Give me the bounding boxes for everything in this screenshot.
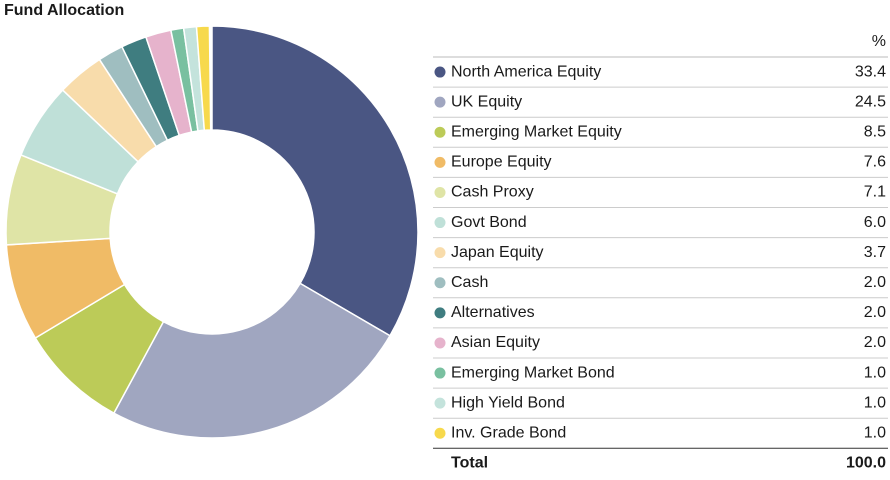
legend-swatch: [434, 277, 446, 289]
value-label: 6.0: [864, 214, 886, 231]
legend-label: Europe Equity: [451, 154, 552, 171]
legend-label: UK Equity: [451, 93, 522, 110]
legend-label: Emerging Market Equity: [451, 123, 622, 140]
legend-label: High Yield Bond: [451, 394, 565, 411]
legend-swatch: [434, 126, 446, 138]
chart-title: Fund Allocation: [4, 2, 124, 19]
value-label: 33.4: [855, 63, 886, 80]
legend-swatch: [434, 307, 446, 319]
donut-slice: [195, 25, 212, 132]
value-label: 3.7: [864, 244, 886, 261]
legend-label: Inv. Grade Bond: [451, 424, 566, 441]
legend-swatch: [434, 247, 446, 259]
donut-slice: [211, 25, 419, 337]
legend-swatch: [434, 337, 446, 349]
value-label: 1.0: [864, 394, 886, 411]
value-label: 2.0: [864, 304, 886, 321]
legend-label: Asian Equity: [451, 334, 540, 351]
legend-label: Emerging Market Bond: [451, 364, 615, 381]
value-header: %: [872, 33, 886, 50]
value-label: 7.1: [864, 184, 886, 201]
value-label: 2.0: [864, 274, 886, 291]
legend-swatch: [434, 367, 446, 379]
legend-label: Alternatives: [451, 304, 535, 321]
legend-label: North America Equity: [451, 63, 601, 80]
legend-swatch: [434, 156, 446, 168]
value-label: 2.0: [864, 334, 886, 351]
donut-slice: [112, 282, 391, 439]
total-label: Total: [451, 455, 488, 472]
value-label: 8.5: [864, 123, 886, 140]
legend-label: Cash Proxy: [451, 184, 534, 201]
legend-swatch: [434, 427, 446, 439]
value-label: 24.5: [855, 93, 886, 110]
legend-label: Govt Bond: [451, 214, 527, 231]
value-label: 1.0: [864, 424, 886, 441]
legend-swatch: [434, 66, 446, 78]
legend-label: Japan Equity: [451, 244, 544, 261]
value-label: 1.0: [864, 364, 886, 381]
legend-swatch: [434, 186, 446, 198]
value-label: 7.6: [864, 154, 886, 171]
total-value: 100.0: [846, 455, 886, 472]
legend-swatch: [434, 397, 446, 409]
legend-label: Cash: [451, 274, 488, 291]
legend-swatch: [434, 217, 446, 229]
legend-swatch: [434, 96, 446, 108]
